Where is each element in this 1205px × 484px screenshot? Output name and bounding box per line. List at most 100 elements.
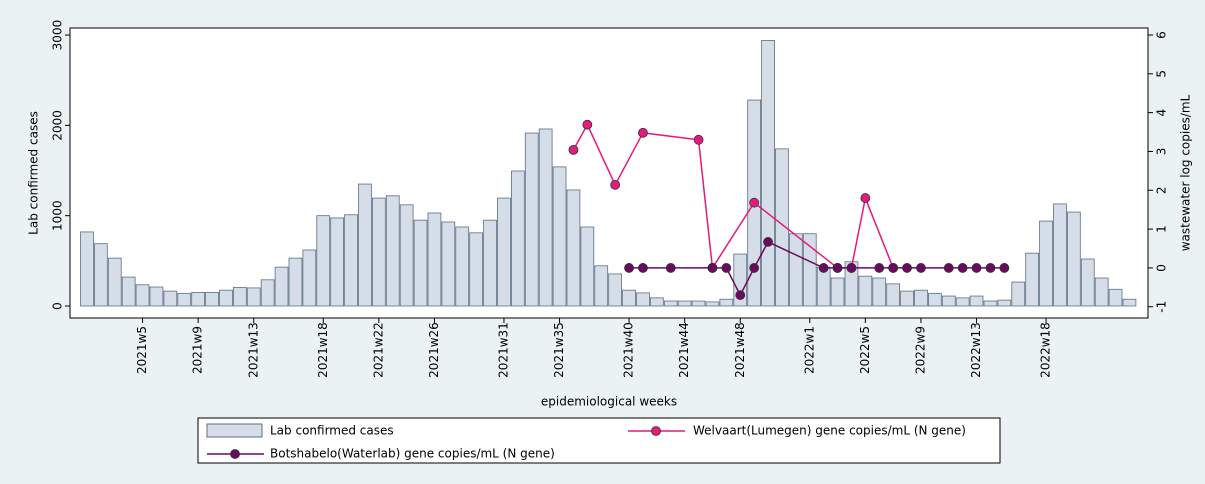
bar	[288, 257, 303, 307]
marker	[638, 263, 648, 273]
bar	[1039, 220, 1053, 307]
bar	[358, 183, 372, 307]
bar	[636, 292, 650, 307]
bar	[858, 275, 873, 307]
marker	[749, 197, 760, 208]
legend-label: Botshabelo(Waterlab) gene copies/mL (N g…	[270, 447, 555, 461]
marker	[735, 290, 746, 300]
bar	[427, 212, 442, 307]
bar	[802, 233, 817, 307]
marker	[916, 263, 926, 273]
bar	[719, 298, 734, 307]
bar	[469, 232, 484, 307]
bar	[302, 249, 317, 307]
bar	[149, 286, 164, 307]
marker	[721, 263, 732, 273]
bar	[524, 132, 539, 307]
y2-tick-label: 4	[1155, 109, 1169, 117]
bar	[1080, 258, 1095, 307]
bar	[191, 292, 205, 307]
bar	[455, 226, 470, 307]
y-tick-label: 1000	[51, 200, 65, 231]
bar	[1025, 252, 1039, 307]
y2-axis-title: wastewater log copies/mL	[1179, 94, 1193, 251]
bar	[650, 297, 664, 307]
bar	[344, 214, 358, 307]
bar	[941, 295, 956, 307]
y2-tick-label: 2	[1155, 186, 1169, 194]
bar	[177, 292, 192, 307]
bar	[413, 219, 428, 307]
bar	[274, 266, 289, 307]
x-tick-label: 2021w5	[135, 326, 149, 374]
y2-tick-label: 6	[1155, 31, 1169, 39]
bar	[538, 128, 553, 307]
bar	[483, 219, 497, 307]
bar	[163, 290, 178, 307]
bar	[886, 283, 901, 307]
bar	[830, 277, 845, 307]
bar	[1108, 288, 1123, 307]
bar	[441, 221, 456, 307]
marker	[888, 263, 899, 273]
x-tick-label: 2022w1	[802, 326, 816, 374]
y2-tick-label: -1	[1155, 301, 1169, 313]
x-tick-label: 2021w48	[733, 322, 747, 378]
marker	[832, 263, 843, 273]
bar	[260, 279, 275, 307]
bar	[1067, 211, 1081, 307]
bar	[844, 261, 859, 307]
y-tick-label: 2000	[51, 110, 65, 141]
x-tick-label: 2021w13	[246, 322, 260, 378]
marker	[971, 263, 982, 273]
y2-tick-label: 5	[1155, 70, 1169, 78]
bar	[1053, 203, 1067, 307]
x-tick-label: 2021w9	[191, 326, 205, 374]
bar	[232, 287, 247, 307]
marker	[707, 263, 718, 273]
marker	[818, 263, 829, 273]
bar	[385, 195, 400, 307]
y-tick-label: 0	[51, 302, 65, 310]
bar	[969, 295, 984, 307]
marker	[638, 127, 648, 138]
bar	[816, 266, 831, 307]
bar	[594, 265, 609, 307]
bar	[497, 197, 511, 307]
x-tick-label: 2021w26	[427, 322, 441, 378]
bar	[677, 300, 692, 307]
x-tick-label: 2022w13	[969, 322, 983, 378]
bar	[399, 204, 414, 307]
bar	[94, 243, 108, 307]
bar	[900, 290, 914, 307]
bar	[371, 197, 386, 307]
x-tick-label: 2021w31	[496, 322, 510, 378]
x-tick-label: 2022w18	[1039, 322, 1053, 378]
bar	[622, 289, 636, 307]
bar	[705, 301, 720, 307]
bar	[330, 217, 345, 307]
x-tick-label: 2022w5	[858, 326, 872, 374]
bar	[135, 284, 150, 307]
marker	[957, 263, 968, 273]
marker	[693, 134, 704, 145]
bar	[775, 148, 789, 307]
legend-marker	[651, 426, 661, 436]
y-axis-title: Lab confirmed cases	[27, 111, 41, 235]
legend-label: Welvaart(Lumegen) gene copies/mL (N gene…	[693, 424, 966, 438]
marker	[902, 263, 912, 273]
marker	[624, 263, 634, 273]
marker	[568, 145, 579, 155]
x-tick-label: 2021w35	[552, 322, 566, 378]
bar	[761, 40, 775, 307]
marker	[943, 263, 954, 273]
marker	[610, 179, 621, 190]
bar	[1122, 298, 1137, 307]
bar	[107, 257, 122, 307]
bar	[205, 292, 219, 307]
y2-tick-label: 3	[1155, 148, 1169, 156]
marker	[846, 263, 857, 273]
bar	[246, 287, 261, 307]
x-tick-label: 2021w18	[316, 322, 330, 378]
